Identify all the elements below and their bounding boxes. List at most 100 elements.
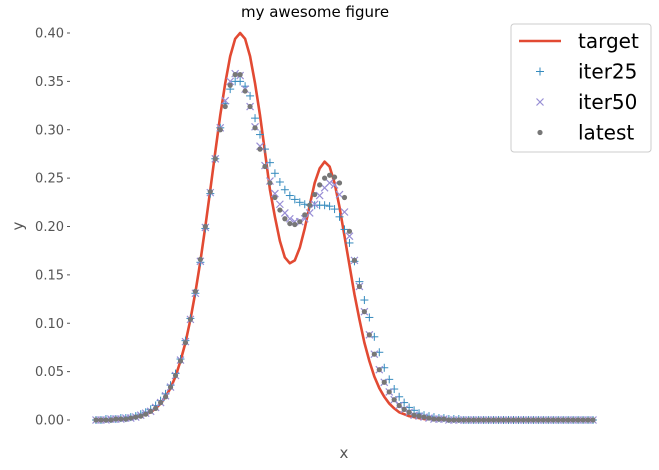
point-latest	[525, 417, 531, 423]
point-latest	[282, 216, 288, 222]
point-latest	[143, 411, 149, 417]
point-latest	[580, 417, 586, 423]
y-tick-label: 0.10	[35, 317, 64, 332]
point-latest	[118, 416, 124, 422]
point-latest	[148, 408, 154, 414]
point-latest	[257, 146, 263, 152]
point-iter50	[335, 190, 344, 199]
point-latest	[162, 394, 169, 400]
point-iter25	[275, 177, 284, 186]
point-latest	[575, 417, 581, 423]
series-latest	[93, 72, 596, 423]
point-latest	[153, 405, 159, 411]
point-iter50	[270, 189, 279, 198]
point-latest	[212, 156, 218, 162]
point-latest	[446, 417, 452, 423]
point-latest	[207, 189, 213, 195]
point-latest	[491, 417, 497, 423]
point-latest	[252, 125, 258, 131]
point-latest	[346, 228, 353, 234]
point-latest	[545, 417, 551, 423]
legend-swatch-iter25	[536, 67, 544, 76]
point-latest	[322, 175, 328, 181]
point-latest	[177, 358, 184, 364]
point-iter50	[221, 96, 230, 105]
x-axis-label: x	[340, 444, 349, 462]
point-latest	[247, 103, 253, 110]
point-iter25	[236, 77, 245, 86]
point-latest	[495, 417, 502, 423]
point-latest	[466, 417, 472, 423]
point-latest	[451, 417, 457, 423]
y-axis: 0.00 0.05 0.10 0.15 0.20 0.25 0.30 0.35 0.40	[35, 27, 70, 429]
y-tick-label: 0.25	[35, 172, 64, 187]
point-latest	[426, 415, 432, 421]
point-latest	[481, 417, 487, 423]
point-latest	[486, 417, 492, 423]
point-latest	[396, 402, 402, 409]
point-latest	[312, 191, 318, 198]
point-latest	[555, 417, 561, 423]
point-latest	[441, 416, 447, 422]
legend-label-target: target	[578, 29, 639, 53]
point-iter25	[270, 169, 279, 178]
point-latest	[123, 416, 129, 422]
point-iter50	[285, 214, 294, 223]
point-latest	[138, 413, 144, 419]
point-latest	[113, 416, 119, 422]
point-latest	[192, 288, 198, 294]
point-latest	[471, 417, 477, 423]
point-latest	[431, 416, 437, 422]
point-iter25	[345, 238, 354, 247]
point-latest	[326, 172, 333, 178]
point-latest	[530, 417, 536, 423]
point-latest	[500, 417, 507, 423]
point-latest	[197, 256, 203, 262]
y-axis-label: y	[9, 221, 27, 230]
point-latest	[336, 180, 343, 186]
legend-box	[510, 23, 652, 153]
y-tick-label: 0.40	[35, 27, 64, 42]
point-latest	[351, 257, 358, 263]
point-latest	[267, 180, 273, 186]
point-iter50	[310, 200, 319, 209]
point-latest	[510, 417, 517, 423]
point-latest	[590, 417, 596, 423]
point-iter25	[360, 296, 369, 305]
point-latest	[371, 351, 377, 357]
y-tick-label: 0.35	[35, 75, 64, 90]
point-latest	[366, 332, 372, 338]
point-latest	[302, 212, 308, 218]
point-latest	[182, 340, 189, 346]
point-latest	[535, 417, 541, 423]
point-latest	[317, 182, 323, 188]
point-latest	[461, 417, 467, 423]
point-latest	[232, 72, 238, 78]
point-iter50	[340, 208, 349, 216]
point-latest	[361, 309, 367, 315]
point-latest	[108, 417, 114, 423]
point-latest	[391, 397, 397, 403]
point-latest	[436, 416, 442, 422]
point-latest	[406, 409, 412, 415]
point-latest	[133, 414, 139, 420]
point-latest	[93, 417, 99, 423]
point-latest	[167, 384, 174, 390]
point-latest	[376, 367, 382, 373]
point-iter50	[345, 232, 354, 241]
point-latest	[356, 283, 363, 290]
point-latest	[341, 194, 348, 201]
point-latest	[331, 174, 338, 180]
point-iter50	[275, 200, 284, 209]
point-latest	[421, 414, 427, 420]
point-latest	[540, 417, 546, 423]
point-iter25	[335, 212, 344, 221]
point-latest	[307, 202, 313, 208]
y-tick-label: 0.20	[35, 220, 64, 235]
point-latest	[416, 413, 422, 419]
point-latest	[103, 417, 109, 423]
point-iter25	[256, 130, 265, 139]
legend-swatch-iter50	[536, 98, 544, 106]
point-latest	[456, 417, 462, 423]
